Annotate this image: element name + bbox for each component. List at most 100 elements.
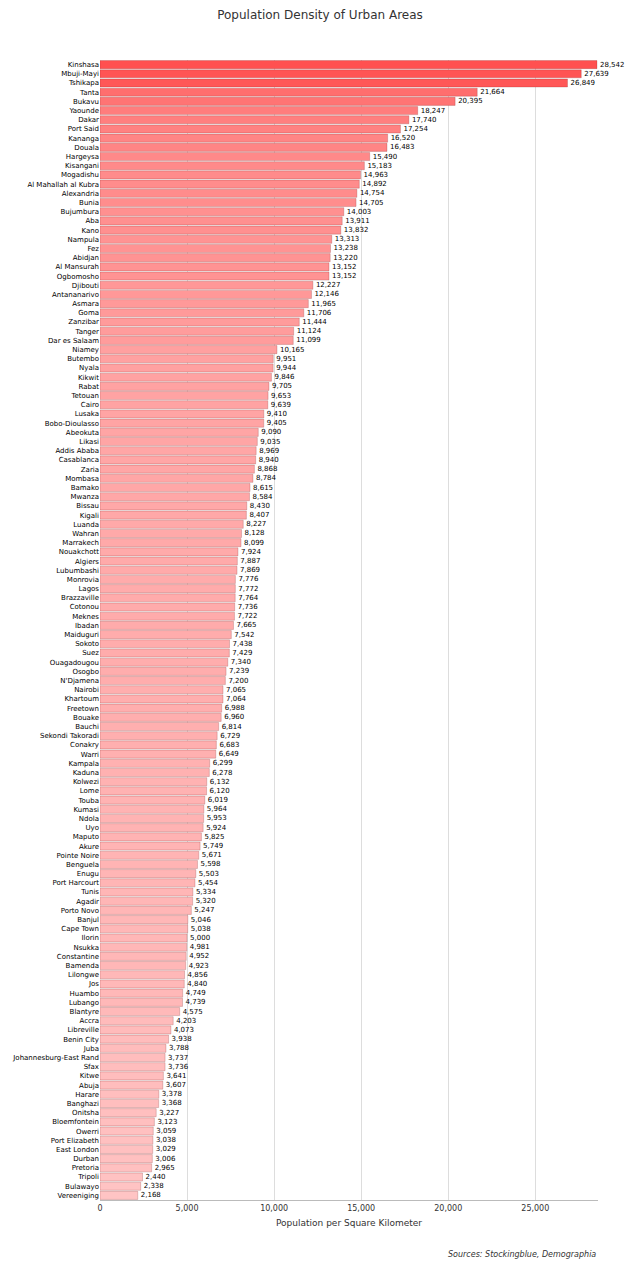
svg-text:15,000: 15,000 <box>347 1204 375 1213</box>
svg-text:2,168: 2,168 <box>141 1191 161 1199</box>
svg-text:Jos: Jos <box>88 980 99 988</box>
svg-text:Zanzibar: Zanzibar <box>68 318 99 326</box>
svg-text:25,000: 25,000 <box>521 1204 549 1213</box>
svg-text:Tripoli: Tripoli <box>77 1173 99 1181</box>
svg-text:Kigali: Kigali <box>80 512 99 520</box>
svg-text:Bamenda: Bamenda <box>66 962 99 970</box>
svg-text:Kolwezi: Kolwezi <box>73 778 99 786</box>
svg-text:7,736: 7,736 <box>238 603 259 611</box>
svg-text:13,238: 13,238 <box>334 244 359 252</box>
svg-text:Pointe Noire: Pointe Noire <box>57 852 99 860</box>
svg-text:Niamey: Niamey <box>72 346 99 354</box>
svg-text:4,575: 4,575 <box>183 1008 203 1016</box>
svg-text:Port Said: Port Said <box>68 125 99 133</box>
svg-text:5,000: 5,000 <box>190 934 210 942</box>
svg-text:Antananarivo: Antananarivo <box>52 291 99 299</box>
svg-text:Owerri: Owerri <box>76 1128 99 1136</box>
svg-text:Cotonou: Cotonou <box>70 603 99 611</box>
svg-text:Ouagadougou: Ouagadougou <box>50 659 99 667</box>
svg-text:Bujumbura: Bujumbura <box>61 208 100 216</box>
svg-text:3,029: 3,029 <box>156 1145 176 1153</box>
svg-text:Tanger: Tanger <box>75 328 100 336</box>
svg-text:3,641: 3,641 <box>166 1072 186 1080</box>
svg-text:7,924: 7,924 <box>241 548 262 556</box>
svg-text:7,429: 7,429 <box>232 649 252 657</box>
svg-text:8,430: 8,430 <box>250 502 270 510</box>
svg-text:10,000: 10,000 <box>260 1204 288 1213</box>
svg-text:Huambo: Huambo <box>69 990 99 998</box>
svg-text:4,739: 4,739 <box>186 998 206 1006</box>
svg-text:5,964: 5,964 <box>207 805 228 813</box>
svg-text:8,940: 8,940 <box>259 456 279 464</box>
svg-text:13,911: 13,911 <box>345 217 370 225</box>
svg-text:14,754: 14,754 <box>360 189 385 197</box>
svg-text:Kampala: Kampala <box>68 760 99 768</box>
svg-text:Nampula: Nampula <box>68 236 99 244</box>
svg-text:3,038: 3,038 <box>156 1136 176 1144</box>
svg-text:Lubumbashi: Lubumbashi <box>56 567 99 575</box>
svg-text:17,740: 17,740 <box>412 116 437 124</box>
svg-text:Casablanca: Casablanca <box>59 456 99 464</box>
svg-text:7,764: 7,764 <box>238 594 259 602</box>
svg-text:26,849: 26,849 <box>571 79 596 87</box>
svg-text:18,247: 18,247 <box>421 107 446 115</box>
svg-text:21,664: 21,664 <box>480 88 505 96</box>
svg-text:4,749: 4,749 <box>186 989 206 997</box>
svg-text:Ibadan: Ibadan <box>75 622 99 630</box>
svg-text:Kitwe: Kitwe <box>80 1072 99 1080</box>
svg-text:11,099: 11,099 <box>296 336 321 344</box>
svg-text:9,639: 9,639 <box>271 401 291 409</box>
svg-text:Fez: Fez <box>87 245 99 253</box>
svg-text:Lagos: Lagos <box>78 585 99 593</box>
svg-text:Meknes: Meknes <box>72 613 99 621</box>
svg-text:Addis Ababa: Addis Ababa <box>55 447 99 455</box>
svg-text:5,454: 5,454 <box>198 879 219 887</box>
svg-text:Abeokuta: Abeokuta <box>66 429 99 437</box>
svg-text:Port Harcourt: Port Harcourt <box>52 879 99 887</box>
svg-text:3,938: 3,938 <box>172 1035 192 1043</box>
svg-text:6,120: 6,120 <box>210 787 230 795</box>
svg-text:3,607: 3,607 <box>166 1081 186 1089</box>
svg-text:11,124: 11,124 <box>297 327 322 335</box>
svg-text:8,227: 8,227 <box>246 520 266 528</box>
svg-text:5,953: 5,953 <box>207 814 227 822</box>
svg-text:3,368: 3,368 <box>162 1099 182 1107</box>
svg-text:Pretoria: Pretoria <box>72 1164 99 1172</box>
svg-text:15,183: 15,183 <box>367 162 392 170</box>
svg-text:9,405: 9,405 <box>267 419 287 427</box>
svg-text:Blantyre: Blantyre <box>70 1008 99 1016</box>
svg-text:11,706: 11,706 <box>307 309 332 317</box>
svg-text:11,965: 11,965 <box>311 300 336 308</box>
svg-text:6,278: 6,278 <box>212 769 232 777</box>
svg-text:Kano: Kano <box>82 227 99 235</box>
svg-text:Porto Novo: Porto Novo <box>61 907 99 915</box>
svg-text:9,410: 9,410 <box>267 410 287 418</box>
svg-text:5,046: 5,046 <box>191 916 212 924</box>
svg-text:5,749: 5,749 <box>203 842 223 850</box>
svg-text:Sekondi Takoradi: Sekondi Takoradi <box>40 732 99 740</box>
svg-text:Durban: Durban <box>73 1155 99 1163</box>
svg-text:Touba: Touba <box>77 797 99 805</box>
svg-text:Ilorin: Ilorin <box>81 934 99 942</box>
svg-text:8,099: 8,099 <box>244 539 264 547</box>
svg-text:Likasi: Likasi <box>79 438 99 446</box>
svg-text:4,923: 4,923 <box>189 962 209 970</box>
svg-text:Butembo: Butembo <box>67 355 99 363</box>
svg-text:Johannesburg-East Rand: Johannesburg-East Rand <box>12 1054 99 1062</box>
svg-text:Nsukka: Nsukka <box>73 944 99 952</box>
svg-text:7,065: 7,065 <box>226 686 246 694</box>
svg-text:8,128: 8,128 <box>245 529 265 537</box>
svg-text:13,152: 13,152 <box>332 263 357 271</box>
svg-text:Lilongwe: Lilongwe <box>68 971 99 979</box>
svg-text:3,737: 3,737 <box>168 1054 188 1062</box>
svg-text:3,378: 3,378 <box>162 1090 182 1098</box>
svg-text:14,963: 14,963 <box>364 171 389 179</box>
svg-text:Sokoto: Sokoto <box>75 640 99 648</box>
svg-text:6,960: 6,960 <box>224 713 244 721</box>
svg-text:Osogbo: Osogbo <box>72 668 99 676</box>
svg-text:Kaduna: Kaduna <box>73 769 99 777</box>
svg-text:8,969: 8,969 <box>259 447 279 455</box>
svg-text:7,776: 7,776 <box>238 575 259 583</box>
svg-text:Mwanza: Mwanza <box>71 493 99 501</box>
svg-text:13,220: 13,220 <box>333 254 358 262</box>
